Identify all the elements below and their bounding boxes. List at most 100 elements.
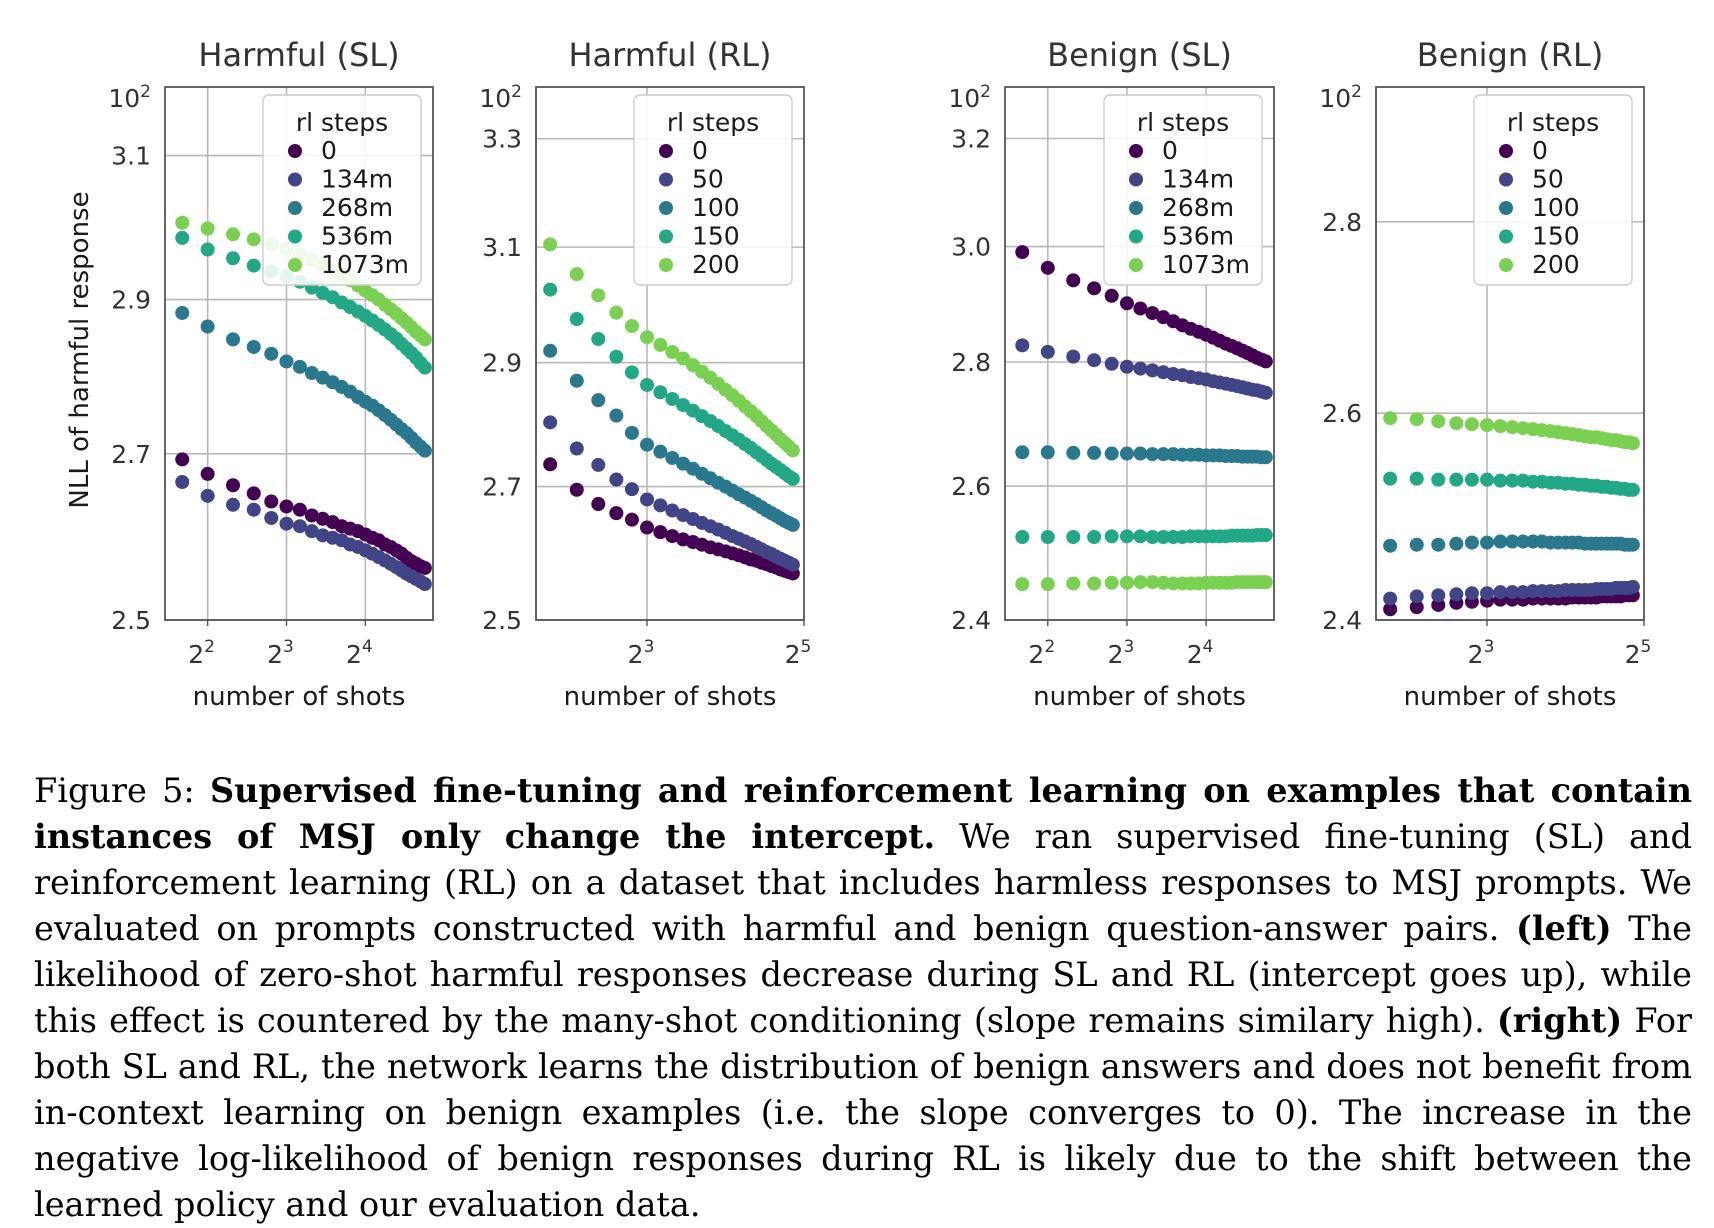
y-tick-label: 3.2 — [951, 125, 991, 154]
data-point — [1258, 354, 1273, 369]
data-point — [569, 267, 584, 282]
data-point — [624, 425, 639, 440]
x-tick-label: 24 — [346, 637, 373, 669]
data-point — [1040, 260, 1055, 275]
data-point — [292, 359, 307, 374]
data-point — [1431, 588, 1446, 603]
data-point — [665, 450, 680, 465]
y-top-tick-label: 102 — [1319, 82, 1362, 113]
data-point — [1505, 585, 1520, 600]
data-point — [785, 557, 800, 572]
data-point — [1449, 536, 1464, 551]
data-point — [1133, 301, 1148, 316]
data-point — [609, 305, 624, 320]
data-point — [304, 524, 319, 539]
legend-marker — [288, 144, 302, 158]
data-point — [1119, 359, 1134, 374]
y-tick-label: 2.6 — [1322, 399, 1362, 428]
legend-marker — [1499, 201, 1513, 215]
data-point — [246, 486, 261, 501]
series-50 — [1383, 579, 1640, 606]
data-point — [1145, 575, 1160, 590]
data-point — [417, 332, 432, 347]
data-point — [1066, 530, 1081, 545]
series-134m — [1015, 338, 1273, 400]
legend-label: 268m — [1162, 193, 1234, 222]
data-point — [1480, 586, 1495, 601]
data-point — [1119, 529, 1134, 544]
series-150 — [543, 282, 800, 486]
data-point — [1431, 472, 1446, 487]
data-point — [653, 525, 668, 540]
data-point — [569, 373, 584, 388]
data-point — [609, 408, 624, 423]
data-point — [292, 502, 307, 517]
data-point — [1133, 529, 1148, 544]
data-point — [1431, 537, 1446, 552]
y-top-tick-label: 102 — [108, 82, 151, 113]
data-point — [1505, 473, 1520, 488]
panel-title: Harmful (SL) — [198, 36, 399, 74]
data-point — [417, 560, 432, 575]
y-tick-label: 2.5 — [111, 606, 151, 635]
data-point — [1145, 447, 1160, 462]
data-point — [246, 258, 261, 273]
caption-part-1: We ran supervised fine-tuning (SL) and r… — [34, 817, 1693, 948]
plot-frame — [164, 86, 434, 621]
data-point — [1087, 445, 1102, 460]
series-0 — [543, 457, 800, 581]
legend-marker — [659, 258, 673, 272]
y-axis-label: NLL of harmful response — [65, 191, 95, 508]
legend-marker — [659, 172, 673, 187]
data-point — [653, 337, 668, 352]
legend-marker — [1499, 172, 1513, 187]
data-point — [785, 517, 800, 532]
panel-1: 2.5 2.7 2.9 3.1 102 22 23 24 rl steps0134m268m53… — [108, 36, 434, 712]
data-point — [1104, 356, 1119, 371]
data-point — [200, 242, 215, 257]
data-point — [417, 443, 432, 458]
data-point — [1133, 361, 1148, 376]
data-point — [1516, 534, 1531, 549]
legend-label: 100 — [692, 193, 740, 222]
data-point — [640, 492, 655, 507]
data-point — [1383, 591, 1398, 606]
data-point — [264, 346, 279, 361]
data-point — [1104, 575, 1119, 590]
series-200 — [1383, 411, 1640, 451]
legend-label: 1073m — [1162, 250, 1250, 279]
panel-title: Benign (SL) — [1047, 36, 1232, 74]
legend-marker — [1129, 201, 1143, 215]
x-axis-label: number of shots — [1404, 682, 1617, 712]
legend-marker — [288, 201, 302, 215]
data-point — [1119, 446, 1134, 461]
data-point — [1383, 538, 1398, 553]
caption-part-3: For both SL and RL, the network learns t… — [34, 1001, 1693, 1224]
data-point — [1505, 420, 1520, 435]
legend-marker — [1499, 258, 1513, 272]
x-axis-label: number of shots — [193, 682, 406, 712]
x-tick-label: 23 — [267, 637, 294, 669]
y-top-tick-label: 102 — [948, 82, 991, 113]
data-point — [1625, 579, 1640, 594]
y-tick-label: 2.7 — [482, 473, 522, 502]
data-point — [1464, 535, 1479, 550]
x-tick-label: 25 — [785, 637, 812, 669]
data-point — [1409, 412, 1424, 427]
data-point — [1493, 534, 1508, 549]
data-point — [1383, 602, 1398, 617]
legend-label: 134m — [321, 165, 393, 194]
y-tick-label: 2.4 — [951, 606, 991, 635]
data-point — [1145, 306, 1160, 321]
y-tick-label: 2.7 — [111, 440, 151, 469]
data-point — [543, 282, 558, 297]
data-point — [1066, 445, 1081, 460]
caption-right-tag: (right) — [1496, 1001, 1623, 1040]
data-point — [1119, 296, 1134, 311]
data-point — [1258, 385, 1273, 400]
y-tick-label: 2.5 — [482, 606, 522, 635]
data-point — [226, 478, 241, 493]
data-point — [1464, 472, 1479, 487]
x-tick-label: 22 — [188, 637, 215, 669]
